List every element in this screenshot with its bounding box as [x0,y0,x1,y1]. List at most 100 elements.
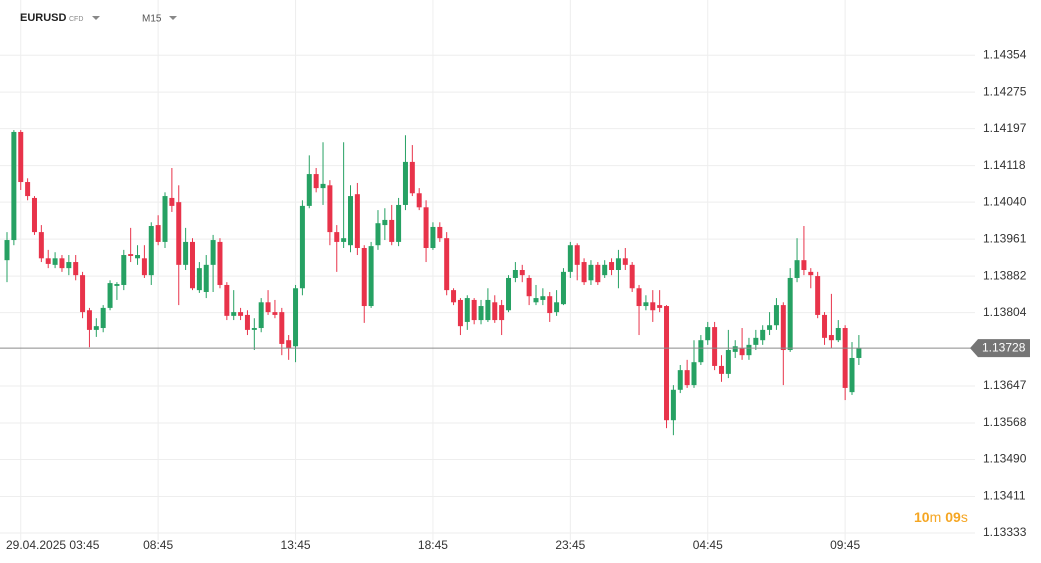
candle-body [265,302,271,313]
candle-body [732,346,738,352]
candle-body [787,277,793,351]
candle-body [698,340,704,363]
candle-body [519,270,525,276]
candle-body [835,328,841,341]
countdown: 10m 09s [914,509,968,525]
candle-body [31,197,37,233]
candle-body [657,305,663,308]
instrument-type: CFD [69,16,83,23]
candle-body [581,262,587,283]
x-tick-label: 23:45 [555,538,585,552]
candle-body [677,370,683,390]
candle-body [155,225,161,242]
y-tick-label: 1.13490 [983,452,1027,466]
candle-body [471,299,477,321]
candle-body [574,245,580,265]
symbol-dropdown[interactable] [92,16,100,20]
candle-body [141,258,147,276]
candle-body [506,277,512,311]
candle-body [615,258,621,270]
candle-body [11,131,17,241]
candle-body [368,246,374,307]
candle-body [664,306,670,421]
candle-body [636,288,642,307]
candle-body [560,271,566,305]
candle-body [808,271,814,276]
candle-body [588,264,594,281]
candle-body [540,296,546,300]
countdown-seconds: 09 [945,509,961,525]
candle-body [499,305,505,321]
candle-body [52,258,58,265]
candle-body [183,241,189,265]
candle-body [238,312,244,316]
candle-body [210,240,216,265]
candle-body [828,335,834,341]
candle-body [224,284,230,316]
y-tick-label: 1.14040 [983,194,1027,208]
candle-body [231,312,237,316]
candle-body [169,197,175,206]
candle-body [547,296,553,314]
candle-body [25,182,31,197]
candle-body [251,328,257,330]
candle-body [670,389,676,421]
countdown-minutes-unit: m [930,509,942,525]
candle-body [451,290,457,303]
candle-body [409,161,415,194]
candle-body [306,174,312,206]
candle-body [739,348,745,356]
candle-body [135,255,141,259]
candle-body [121,255,127,285]
candle-body [609,262,615,270]
x-tick-label: 13:45 [281,538,311,552]
candle-body [464,298,470,322]
candle-body [485,299,491,321]
candle-body [382,219,388,226]
candle-body [430,226,436,249]
candle-body [746,344,752,356]
candle-body [492,302,498,321]
candle-body [526,277,532,297]
countdown-seconds-unit: s [961,509,968,525]
candle-body [162,196,168,242]
candle-body [567,245,573,272]
candle-body [293,288,299,347]
candle-body [86,310,92,330]
candle-body [822,314,828,338]
y-tick-label: 1.13411 [983,489,1026,503]
candle-body [18,131,24,183]
countdown-minutes: 10 [914,509,930,525]
candle-body [444,238,450,291]
timeframe[interactable]: M15 [142,14,162,25]
candle-body [629,264,635,289]
candle-body [286,340,292,349]
candle-body [478,306,484,321]
candle-body [361,248,367,307]
candle-body [705,327,711,341]
candle-body [80,275,86,313]
candle-body [842,328,848,388]
candle-body [93,326,99,330]
candle-body [189,241,195,289]
y-tick-label: 1.13804 [983,305,1027,319]
candle-body [375,223,381,246]
y-tick-label: 1.13568 [983,415,1027,429]
candle-body [128,254,134,256]
timeframe-dropdown[interactable] [169,16,177,20]
candle-body [148,226,154,276]
candle-body [725,350,731,374]
candle-body [217,241,223,285]
candle-body [244,314,250,330]
candle-body [416,193,422,208]
candle-body [712,327,718,366]
candle-body [794,260,800,278]
candle-body [718,365,724,374]
y-tick-label: 1.14354 [983,47,1027,61]
y-tick-label: 1.13333 [983,525,1027,539]
symbol[interactable]: EURUSD [20,12,67,24]
y-tick-label: 1.14197 [983,121,1027,135]
candle-body [59,258,65,269]
candle-body [272,312,278,315]
